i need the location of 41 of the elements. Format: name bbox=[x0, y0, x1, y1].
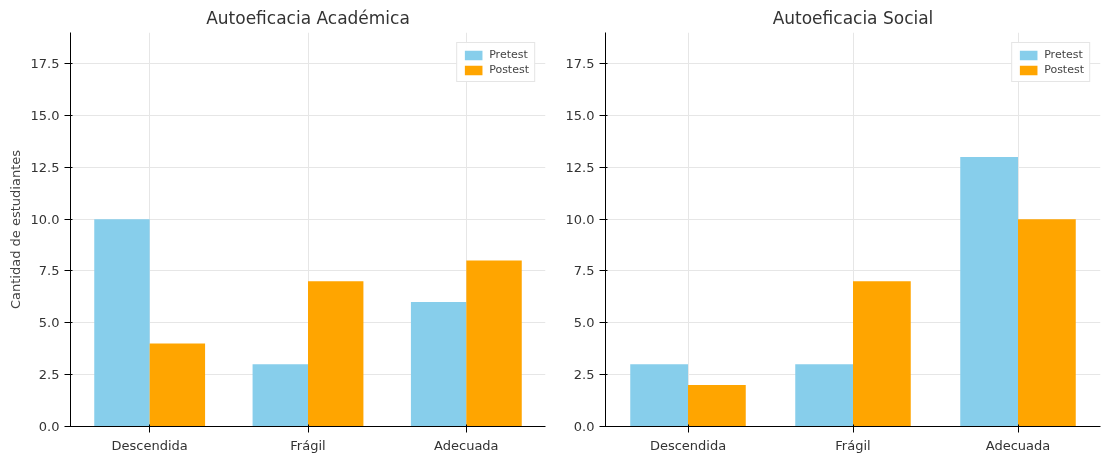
x-tick-label: Adecuada bbox=[985, 437, 1051, 453]
bar bbox=[149, 343, 206, 427]
legend-label: Pretest bbox=[1044, 48, 1083, 61]
y-tick-label: 10.0 bbox=[30, 211, 60, 227]
bar bbox=[308, 281, 364, 427]
bar bbox=[1018, 219, 1076, 427]
bar bbox=[795, 364, 853, 427]
y-axis-title: Cantidad de estudiantes bbox=[7, 149, 23, 310]
y-tick-label: 5.0 bbox=[38, 315, 60, 331]
y-tick-label: 12.5 bbox=[565, 159, 595, 175]
legend-label: Postest bbox=[489, 63, 529, 76]
legend-label: Pretest bbox=[489, 48, 528, 61]
x-tick-label: Frágil bbox=[290, 437, 326, 453]
chart-title: Autoeficacia Social bbox=[772, 7, 934, 28]
bar bbox=[410, 302, 467, 427]
bar bbox=[688, 385, 746, 427]
bar bbox=[853, 281, 911, 427]
bar bbox=[252, 364, 308, 427]
y-tick-label: 2.5 bbox=[38, 367, 60, 383]
y-tick-label: 0.0 bbox=[573, 419, 595, 434]
y-tick-label: 7.5 bbox=[38, 263, 60, 279]
bar bbox=[630, 364, 688, 427]
y-tick-label: 15.0 bbox=[565, 107, 595, 123]
bar bbox=[960, 156, 1018, 427]
y-tick-label: 10.0 bbox=[565, 211, 595, 227]
bar bbox=[94, 219, 150, 427]
y-tick-label: 7.5 bbox=[573, 263, 595, 279]
y-tick-label: 0.0 bbox=[38, 419, 60, 434]
y-tick-label: 15.0 bbox=[30, 107, 60, 123]
y-tick-label: 12.5 bbox=[30, 159, 60, 175]
x-tick-label: Descendida bbox=[649, 437, 727, 453]
y-tick-label: 5.0 bbox=[573, 315, 595, 331]
y-tick-label: 17.5 bbox=[30, 56, 60, 72]
x-tick-label: Descendida bbox=[111, 437, 188, 453]
chart-title: Autoeficacia Académica bbox=[206, 7, 410, 28]
bar bbox=[466, 260, 522, 427]
legend-label: Postest bbox=[1044, 63, 1084, 76]
y-tick-label: 2.5 bbox=[573, 367, 595, 383]
x-tick-label: Frágil bbox=[835, 437, 871, 453]
y-tick-label: 17.5 bbox=[565, 56, 595, 72]
x-tick-label: Adecuada bbox=[434, 437, 499, 453]
